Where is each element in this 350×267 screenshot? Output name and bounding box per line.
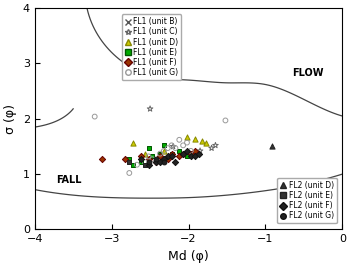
Point — [147, 107, 153, 111]
Point — [157, 160, 163, 164]
Point — [157, 151, 163, 156]
Point — [188, 154, 194, 159]
Point — [134, 163, 140, 167]
Y-axis label: σ (φ): σ (φ) — [4, 104, 17, 134]
Point — [153, 157, 159, 161]
Legend: FL2 (unit D), FL2 (unit E), FL2 (unit F), FL2 (unit G): FL2 (unit D), FL2 (unit E), FL2 (unit F)… — [277, 178, 337, 223]
Point — [143, 151, 148, 156]
Point — [153, 160, 159, 164]
Point — [169, 151, 174, 156]
Point — [269, 144, 274, 148]
Point — [197, 149, 203, 153]
Point — [170, 144, 176, 148]
Point — [169, 143, 174, 147]
Point — [161, 143, 167, 147]
Point — [161, 157, 167, 161]
Point — [184, 135, 190, 139]
Point — [146, 154, 151, 159]
Point — [199, 139, 205, 143]
Point — [157, 154, 163, 159]
Point — [120, 160, 126, 164]
X-axis label: Md (φ): Md (φ) — [168, 250, 209, 263]
Point — [169, 151, 174, 156]
Point — [153, 160, 159, 164]
Point — [184, 154, 190, 159]
Point — [192, 163, 197, 167]
Point — [180, 151, 186, 156]
Point — [149, 154, 155, 159]
Point — [192, 154, 197, 159]
Point — [157, 151, 163, 156]
Point — [173, 146, 178, 150]
Point — [161, 149, 167, 153]
Point — [130, 163, 136, 167]
Point — [188, 149, 194, 153]
Point — [184, 140, 190, 145]
Point — [126, 157, 132, 161]
Point — [203, 140, 209, 145]
Point — [165, 146, 170, 150]
Point — [138, 157, 144, 161]
Point — [180, 143, 186, 147]
Point — [184, 149, 190, 153]
Point — [126, 160, 132, 164]
Text: FALL: FALL — [56, 175, 82, 185]
Point — [188, 151, 194, 156]
Point — [130, 140, 136, 145]
Point — [146, 163, 151, 167]
Point — [138, 160, 144, 164]
Point — [223, 118, 228, 123]
Point — [173, 160, 178, 164]
Point — [182, 160, 188, 164]
Point — [176, 154, 182, 159]
Text: FLOW: FLOW — [292, 68, 324, 78]
Point — [209, 146, 215, 150]
Point — [161, 160, 167, 164]
Point — [176, 138, 182, 142]
Point — [146, 146, 151, 150]
Point — [161, 149, 167, 153]
Point — [180, 151, 186, 156]
Point — [122, 157, 128, 161]
Point — [165, 157, 170, 161]
Point — [192, 149, 197, 153]
Point — [176, 154, 182, 159]
Point — [138, 154, 144, 159]
Point — [146, 160, 151, 164]
Point — [165, 154, 170, 159]
Point — [146, 157, 151, 161]
Point — [192, 136, 197, 141]
Point — [142, 163, 147, 167]
Point — [161, 157, 167, 161]
Point — [126, 171, 132, 175]
Point — [153, 160, 159, 164]
Point — [100, 157, 105, 161]
Point — [169, 154, 174, 159]
Point — [196, 151, 201, 156]
Point — [176, 149, 182, 153]
Point — [92, 115, 98, 119]
Point — [213, 143, 218, 147]
Point — [172, 165, 177, 170]
Point — [142, 160, 147, 164]
Point — [149, 157, 155, 161]
